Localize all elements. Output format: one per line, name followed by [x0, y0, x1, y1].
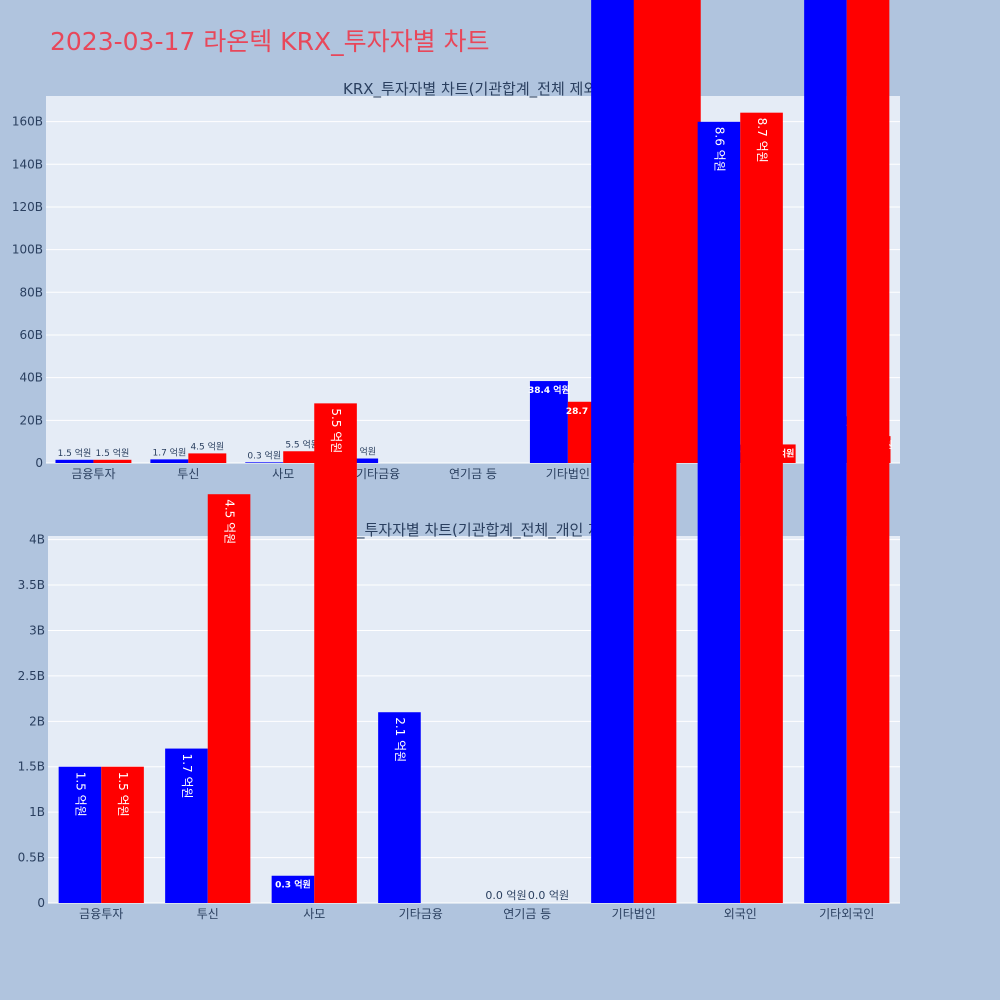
- data-label: 0.3 억원: [247, 449, 281, 461]
- bar: [340, 458, 379, 463]
- data-label: 1.5 억원: [73, 772, 87, 817]
- bar: [633, 0, 677, 904]
- data-label: 5.5 억원: [285, 438, 319, 450]
- y-tick-label: 40B: [19, 371, 43, 385]
- data-label: 0.3 억원: [275, 879, 311, 891]
- y-tick-label: 0.5B: [18, 851, 45, 865]
- x-tick-label: 기타법인: [612, 907, 656, 921]
- y-tick-label: 2B: [29, 714, 45, 728]
- bar: [804, 0, 847, 903]
- bar: [591, 0, 634, 903]
- bar: [93, 459, 132, 463]
- bar: [271, 875, 315, 903]
- y-tick-label: 2.5B: [18, 669, 45, 683]
- x-tick-label: 금융투자: [71, 467, 115, 481]
- y-tick-label: 140B: [12, 157, 43, 171]
- data-label: 0.0 억원: [528, 889, 569, 902]
- bar: [740, 112, 783, 903]
- y-tick-label: 0: [37, 896, 45, 910]
- x-tick-label: 투신: [197, 907, 219, 921]
- x-tick-label: 사모: [303, 907, 325, 921]
- data-label: 1.5 억원: [96, 447, 130, 459]
- data-label: 1.5 억원: [116, 772, 130, 817]
- bar: [846, 0, 890, 904]
- x-tick-label: 연기금 등: [449, 467, 497, 481]
- x-tick-label: 외국인: [724, 907, 757, 921]
- bar: [245, 462, 284, 463]
- y-tick-label: 3B: [29, 623, 45, 637]
- x-tick-label: 투신: [177, 467, 199, 481]
- data-label: 4.5 억원: [223, 499, 237, 544]
- page-title: 2023-03-17 라온텍 KRX_투자자별 차트: [50, 27, 490, 56]
- bar: [283, 451, 322, 463]
- x-tick-label: 금융투자: [79, 907, 123, 921]
- data-label: 1.5 억원: [58, 447, 92, 459]
- data-label: 4.5 억원: [190, 440, 224, 452]
- chart-2: 0 0.5B 1B 1.5B 2B 2.5B 3B 3.5B 4B KRX_투자자별 차트(기관합…: [18, 0, 900, 921]
- bar: [378, 712, 421, 903]
- data-label: 2.1 억원: [393, 717, 407, 762]
- data-label: 1.7 억원: [180, 754, 194, 799]
- data-label: 5.5 억원: [329, 408, 343, 453]
- data-label: 1.7 억원: [152, 446, 186, 458]
- bar: [529, 381, 568, 463]
- bar: [207, 494, 251, 903]
- bar: [150, 459, 189, 463]
- data-label: 8.7 억원: [755, 118, 769, 163]
- x-tick-label: 연기금 등: [503, 907, 551, 921]
- x-tick-label: 기타법인: [546, 467, 590, 481]
- y-tick-label: 60B: [19, 328, 43, 342]
- chart-title: KRX_투자자별 차트(기관합계_전체_개인 제외): [326, 521, 621, 540]
- data-label: 8.6 억원: [712, 127, 726, 172]
- bar: [165, 748, 208, 903]
- y-tick-label: 1.5B: [18, 760, 45, 774]
- x-tick-label: 기타금융: [399, 907, 443, 921]
- data-label: 0.0 억원: [485, 889, 526, 902]
- y-tick-label: 100B: [12, 243, 43, 257]
- x-tick-label: 기타외국인: [819, 907, 874, 921]
- y-tick-label: 20B: [19, 413, 43, 427]
- bar: [55, 459, 94, 463]
- data-label: 38.4 억원: [528, 384, 570, 396]
- y-tick-label: 4B: [29, 533, 45, 547]
- chart-title: KRX_투자자별 차트(기관합계_전체 제외): [343, 80, 603, 99]
- bar: [314, 403, 357, 903]
- x-tick-label: 사모: [272, 467, 294, 481]
- bar: [58, 766, 102, 903]
- y-tick-label: 160B: [12, 115, 43, 129]
- y-tick-label: 0: [35, 456, 43, 470]
- y-tick-label: 80B: [19, 285, 43, 299]
- bar: [697, 121, 741, 903]
- y-tick-label: 3.5B: [18, 578, 45, 592]
- bar: [101, 766, 144, 903]
- bar: [188, 453, 227, 463]
- x-tick-label: 기타금융: [356, 467, 400, 481]
- y-tick-label: 1B: [29, 805, 45, 819]
- y-tick-label: 120B: [12, 200, 43, 214]
